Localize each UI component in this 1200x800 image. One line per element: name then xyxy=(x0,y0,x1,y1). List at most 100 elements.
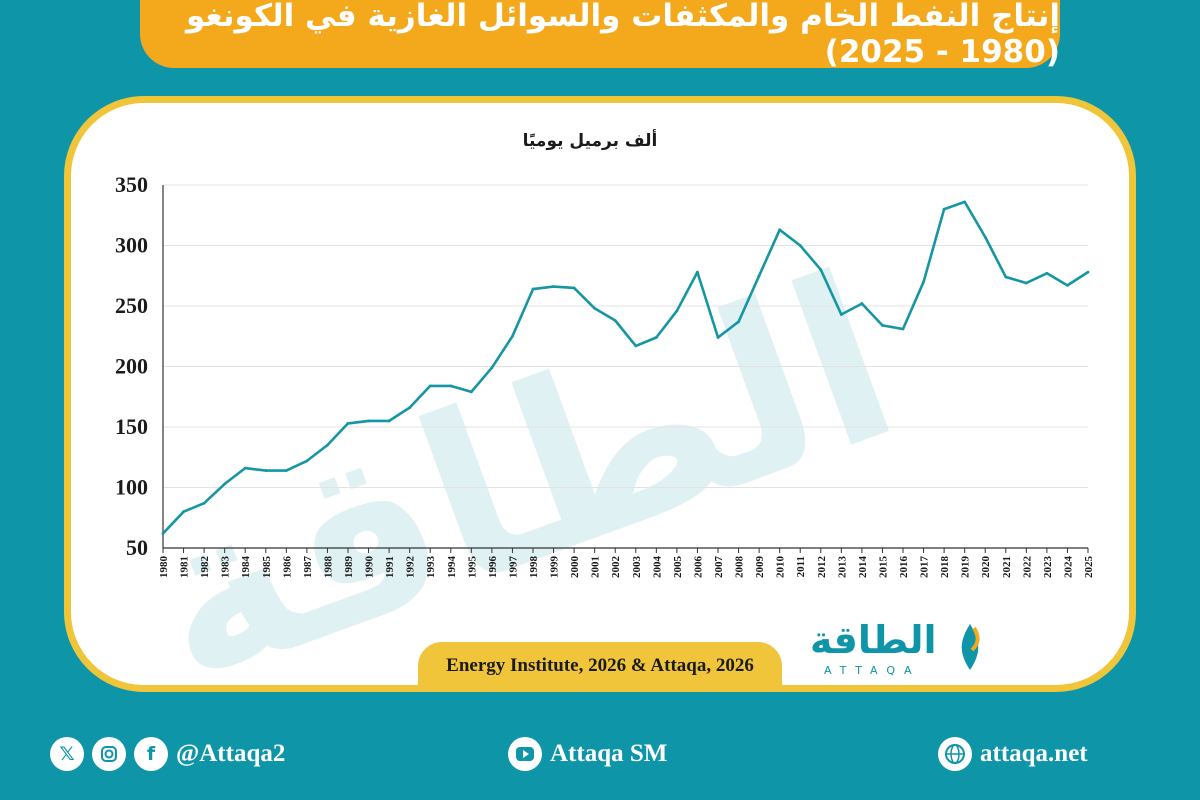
y-tick-label: 300 xyxy=(115,233,148,258)
x-tick-label: 1993 xyxy=(425,556,437,579)
data-point xyxy=(1066,284,1069,287)
data-point xyxy=(161,532,165,535)
x-tick-label: 2016 xyxy=(898,556,910,579)
x-tick-label: 2007 xyxy=(713,556,725,579)
data-point xyxy=(1045,271,1049,275)
data-point xyxy=(613,319,617,322)
data-point xyxy=(675,309,679,313)
x-tick-label: 2015 xyxy=(877,556,889,579)
logo-latin: ATTAQA xyxy=(824,664,921,677)
data-point xyxy=(182,510,185,514)
facebook-icon[interactable]: f xyxy=(134,737,168,771)
y-tick-label: 250 xyxy=(115,293,148,318)
page-title: إنتاج النفط الخام والمكثفات والسوائل الغ… xyxy=(185,0,1060,70)
data-point xyxy=(223,482,227,486)
data-point xyxy=(326,443,329,447)
data-point xyxy=(881,323,884,327)
x-tick-label: 1980 xyxy=(158,556,170,579)
x-tick-label: 1981 xyxy=(179,556,191,578)
data-point xyxy=(490,366,494,370)
x-tick-label: 2003 xyxy=(631,556,643,579)
x-tick-label: 2023 xyxy=(1042,556,1054,579)
x-tick-label: 2020 xyxy=(980,556,992,579)
data-point xyxy=(901,327,905,331)
data-point xyxy=(798,244,802,247)
x-tick-label: 2005 xyxy=(672,556,684,579)
x-axis: 1980 1981 1982 1983 1984 1985 1986 1987 1988 1989… xyxy=(158,547,1095,579)
x-tick-label: 2006 xyxy=(692,556,704,579)
data-point xyxy=(346,421,350,425)
series-line xyxy=(162,200,1089,535)
website-url: attaqa.net xyxy=(980,740,1088,767)
logo-arabic: الطاقة xyxy=(810,618,937,662)
x-tick-label: 1983 xyxy=(220,556,232,579)
x-tick-label: 1991 xyxy=(384,556,396,578)
flame-drop-icon xyxy=(961,624,980,670)
data-point xyxy=(243,466,247,470)
data-point xyxy=(367,419,370,423)
social-handle[interactable]: @Attaqa2 xyxy=(176,740,286,767)
x-tick-label: 2024 xyxy=(1062,556,1074,579)
data-point xyxy=(511,334,514,338)
data-point xyxy=(449,384,453,388)
x-tick-label: 2017 xyxy=(919,556,931,579)
data-point xyxy=(860,302,864,305)
chart-card xyxy=(64,96,1136,692)
x-tick-label: 1998 xyxy=(528,556,540,579)
y-tick-label: 200 xyxy=(115,354,148,379)
data-point xyxy=(757,274,761,278)
data-point xyxy=(696,270,699,274)
y-axis: 50 100 150 200 250 300 350 xyxy=(115,172,164,560)
y-axis-unit-label: ألف برميل يوميًا xyxy=(523,129,658,151)
attaqa-logo: الطاقة ATTAQA xyxy=(806,618,986,682)
data-point xyxy=(305,459,309,463)
data-point xyxy=(963,200,967,204)
x-tick-label: 2004 xyxy=(651,556,663,579)
x-icon[interactable]: 𝕏 xyxy=(50,737,84,771)
data-point xyxy=(531,287,535,291)
x-tick-label: 1997 xyxy=(507,556,519,579)
y-tick-label: 350 xyxy=(115,172,148,197)
x-tick-label: 1989 xyxy=(343,556,355,579)
data-point xyxy=(428,384,432,388)
y-tick-label: 100 xyxy=(115,475,148,500)
x-tick-label: 2002 xyxy=(610,556,622,579)
x-tick-label: 1990 xyxy=(364,556,376,579)
data-point xyxy=(469,390,473,394)
data-point xyxy=(264,469,268,472)
x-tick-label: 2000 xyxy=(569,556,581,579)
youtube-link[interactable]: Attaqa SM xyxy=(508,733,667,775)
data-point xyxy=(202,501,206,505)
data-point xyxy=(387,419,391,423)
x-tick-label: 2025 xyxy=(1083,556,1095,579)
website-link[interactable]: attaqa.net xyxy=(938,733,1088,775)
data-point xyxy=(1086,270,1090,274)
x-tick-label: 1988 xyxy=(322,556,334,579)
x-tick-label: 2014 xyxy=(857,556,869,579)
x-tick-label: 1984 xyxy=(240,556,252,579)
x-tick-label: 1996 xyxy=(487,556,499,579)
x-tick-label: 1985 xyxy=(261,556,273,579)
social-links: 𝕏 f @Attaqa2 xyxy=(50,733,285,775)
data-point xyxy=(716,336,720,339)
instagram-icon[interactable] xyxy=(92,737,126,771)
y-tick-label: 150 xyxy=(115,414,148,439)
data-point xyxy=(922,280,925,284)
data-point xyxy=(284,469,288,472)
data-point xyxy=(634,344,638,348)
x-tick-label: 2009 xyxy=(754,556,766,579)
x-tick-label: 2010 xyxy=(775,556,787,579)
x-tick-label: 2021 xyxy=(1001,556,1013,578)
data-point xyxy=(778,228,782,232)
youtube-icon xyxy=(508,737,542,771)
x-tick-label: 2018 xyxy=(939,556,951,579)
data-point xyxy=(593,307,597,310)
x-tick-label: 2022 xyxy=(1021,556,1033,579)
x-tick-label: 1999 xyxy=(549,556,561,579)
source-text: Energy Institute, 2026 & Attaqa, 2026 xyxy=(446,655,754,676)
title-banner: إنتاج النفط الخام والمكثفات والسوائل الغ… xyxy=(140,0,1060,70)
youtube-handle: Attaqa SM xyxy=(550,740,668,767)
data-point xyxy=(983,235,987,239)
source-tab: Energy Institute, 2026 & Attaqa, 2026 xyxy=(418,642,782,690)
x-tick-label: 2001 xyxy=(590,556,602,578)
